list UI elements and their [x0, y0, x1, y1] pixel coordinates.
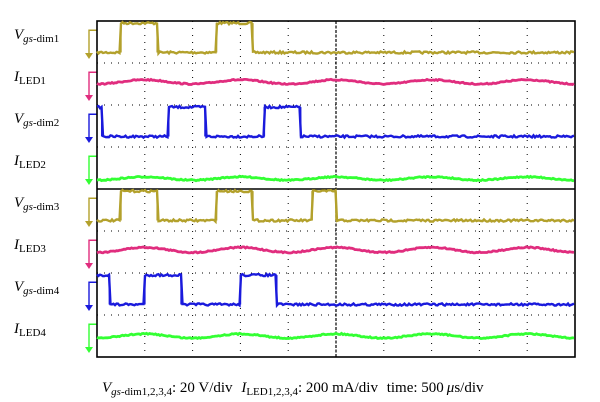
- channel-label-base: V: [14, 27, 25, 43]
- ground-marker-arrow: [85, 178, 93, 185]
- channel-label-sub: -dim4: [33, 285, 60, 297]
- channel-label-sub-italic: gs: [23, 33, 33, 45]
- channel-label-7: Vgs-dim4: [14, 279, 60, 297]
- trace-current-6: [96, 245, 575, 255]
- caption-v-scale: : 20 V/div: [172, 380, 233, 396]
- channel-label-sub: -dim1: [33, 33, 59, 45]
- ground-marker-line: [88, 29, 98, 54]
- channel-label-sub: LED1: [19, 75, 46, 87]
- channel-label-sub: LED3: [19, 243, 46, 255]
- channel-label-3: Vgs-dim2: [14, 111, 59, 129]
- channel-label-base: I: [13, 321, 20, 337]
- ground-marker-line: [88, 281, 98, 306]
- ground-marker-line: [88, 197, 98, 222]
- ground-marker-line: [88, 71, 98, 96]
- caption-time: time: 500: [387, 380, 444, 396]
- channel-ground-markers: [85, 29, 98, 353]
- ground-marker-line: [88, 323, 98, 348]
- ground-marker-arrow: [85, 52, 93, 59]
- trace-gate-7: [96, 272, 575, 309]
- caption-v-sub-italic: gs: [111, 386, 121, 398]
- ground-marker-arrow: [85, 262, 93, 269]
- ground-marker-arrow: [85, 220, 93, 227]
- scope-traces: [96, 20, 575, 341]
- channel-label-sub: -dim3: [33, 201, 60, 213]
- channel-label-4: ILED2: [13, 153, 46, 171]
- channel-label-5: Vgs-dim3: [14, 195, 60, 213]
- channel-label-base: V: [14, 195, 25, 211]
- ground-marker-line: [88, 113, 98, 138]
- ground-marker-line: [88, 155, 98, 180]
- channel-label-sub-italic: gs: [23, 285, 33, 297]
- channel-labels: Vgs-dim1ILED1Vgs-dim2ILED2Vgs-dim3ILED3V…: [13, 27, 60, 339]
- channel-label-base: V: [14, 279, 25, 295]
- ground-marker-arrow: [85, 94, 93, 101]
- channel-label-sub: -dim2: [33, 117, 59, 129]
- ground-marker-arrow: [85, 136, 93, 143]
- trace-current-2: [96, 77, 575, 86]
- channel-label-base: V: [14, 111, 25, 127]
- caption-i-scale: : 200 mA/div: [298, 380, 379, 396]
- caption-i-base: I: [240, 380, 247, 396]
- trace-current-8: [96, 331, 575, 341]
- caption-v-base: V: [102, 380, 113, 396]
- ground-marker-arrow: [85, 304, 93, 311]
- channel-label-base: I: [13, 237, 20, 253]
- channel-label-sub: LED4: [19, 327, 46, 339]
- channel-label-base: I: [13, 69, 20, 85]
- caption-time-mu: μ: [446, 380, 455, 396]
- ground-marker-arrow: [85, 346, 93, 353]
- channel-label-sub-italic: gs: [23, 117, 33, 129]
- trace-gate-5: [96, 188, 575, 225]
- scope-grid: [97, 21, 575, 357]
- channel-label-8: ILED4: [13, 321, 46, 339]
- scale-caption: Vgs-dim1,2,3,4: 20 V/div ILED1,2,3,4: 20…: [102, 380, 484, 398]
- channel-label-base: I: [13, 153, 20, 169]
- trace-current-4: [96, 174, 575, 183]
- channel-label-2: ILED1: [13, 69, 46, 87]
- channel-label-1: Vgs-dim1: [14, 27, 59, 45]
- caption-time-unit: s/div: [454, 380, 484, 396]
- trace-gate-3: [96, 103, 575, 140]
- channel-label-sub: LED2: [19, 159, 46, 171]
- trace-gate-1: [96, 20, 575, 57]
- caption-v-sub-rest: -dim1,2,3,4: [121, 386, 173, 398]
- channel-label-6: ILED3: [13, 237, 46, 255]
- ground-marker-line: [88, 239, 98, 264]
- caption-i-sub: LED1,2,3,4: [246, 386, 298, 398]
- channel-label-sub-italic: gs: [23, 201, 33, 213]
